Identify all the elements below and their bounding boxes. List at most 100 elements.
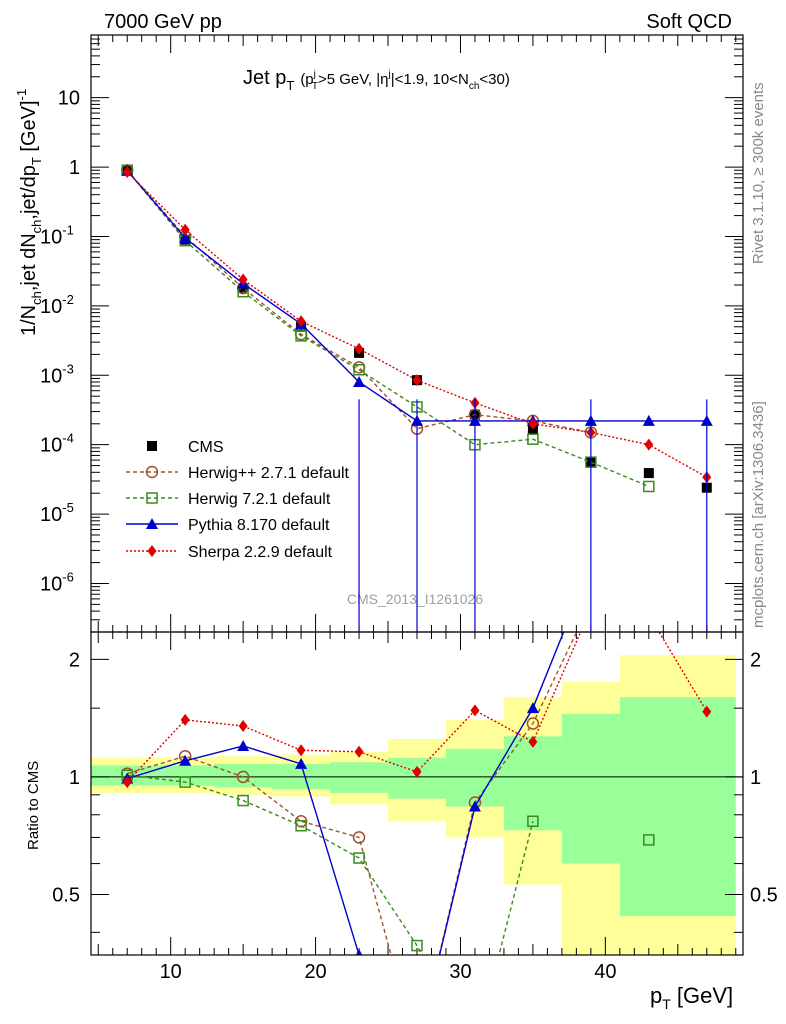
ytick-exp: -2	[62, 292, 74, 307]
ratio-point-pythia	[237, 740, 250, 752]
ylabel-2-sub: ch	[29, 220, 44, 234]
ratio-ytick-label-right: 0.5	[750, 885, 778, 907]
series-line-herwig7	[126, 169, 650, 488]
title-cut-sup: j	[313, 69, 316, 80]
title-main-sub: T	[286, 78, 294, 93]
ratio-point-sherpa	[122, 776, 132, 789]
ratio-series-clipped	[120, 632, 712, 1024]
ratio-point-sherpa	[528, 735, 538, 748]
ytick-base: 10	[40, 573, 62, 595]
band-green	[677, 697, 736, 917]
plot-title: Jet pT (pj T>5 GeV, |ηj|<1.9, 10<Nch<30)	[243, 67, 510, 93]
ratio-series-herwig7	[121, 769, 655, 1024]
ratio-point-herwig7	[353, 852, 365, 864]
legend-label-herwigpp: Herwig++ 2.7.1 default	[188, 465, 350, 482]
xlabel-unit: [GeV]	[671, 983, 733, 1008]
ratio-point-pythia	[295, 757, 308, 769]
analysis-watermark: CMS_2013_I1261026	[347, 591, 483, 607]
ratio-bands	[91, 655, 743, 955]
main-ytick-label: 10-2	[40, 292, 74, 318]
band-group	[91, 655, 743, 955]
ylabel-3: ,jet/dp	[18, 165, 40, 219]
ratio-point-pythia	[526, 702, 539, 714]
point-pythia	[642, 414, 655, 426]
frames	[90, 34, 744, 956]
band-green	[503, 736, 562, 831]
ratio-ytick-label: 2	[69, 649, 80, 671]
ratio-yaxis-label: Ratio to CMS	[25, 761, 42, 850]
legend-marker-herwigpp	[145, 465, 159, 479]
ratio-point-herwig7	[527, 815, 539, 828]
mcplots-label: mcplots.cern.ch [arXiv:1306.3436]	[750, 401, 767, 628]
title-cut2: >5 GeV, |η	[318, 71, 388, 88]
ylabel-1-sub: ch	[29, 291, 44, 305]
ratio-point-sherpa	[296, 744, 306, 757]
ratio-point-herwigpp	[352, 831, 366, 844]
legend-label-cms: CMS	[188, 439, 224, 456]
ratio-series-sherpa	[122, 632, 712, 789]
series-line-sherpa	[126, 171, 708, 478]
band-green	[619, 697, 678, 917]
title-cut4: <30)	[479, 71, 509, 88]
point-pythia	[179, 232, 192, 244]
ytick-exp: -1	[62, 222, 74, 237]
ratio-line-pythia	[127, 632, 565, 955]
ratio-point-herwigpp	[526, 717, 540, 730]
band-green	[330, 762, 389, 793]
point-sherpa	[644, 438, 654, 451]
xlabel-p: p	[650, 983, 662, 1008]
xlabel-sub: T	[662, 996, 671, 1012]
band-green	[156, 765, 215, 786]
legend-label-pythia: Pythia 8.170 default	[188, 517, 330, 534]
legend-marker-pythia	[146, 518, 158, 529]
main-ytick-label: 10-6	[40, 569, 74, 595]
ytick-exp: -5	[62, 500, 74, 515]
ratio-point-sherpa	[702, 705, 712, 718]
ylabel-1: 1/N	[18, 305, 40, 336]
band-green	[214, 763, 273, 788]
ratio-point-sherpa	[354, 745, 364, 758]
ytick-base: 10	[40, 504, 62, 526]
point-sherpa	[354, 342, 364, 355]
main-yaxis-label: 1/Nch,jet dNch,jet/dpT [GeV]-1	[14, 89, 44, 336]
title-cut2-sup: j	[387, 69, 390, 80]
point-sherpa	[180, 223, 190, 236]
point-sherpa	[412, 374, 422, 387]
ratio-point-pythia	[468, 800, 481, 812]
point-herwig7	[643, 480, 655, 493]
ratio-point-pythia	[355, 949, 363, 955]
ratio-point-herwig7	[643, 834, 655, 846]
point-sherpa	[238, 273, 248, 286]
xtick-label: 10	[160, 961, 182, 983]
point-sherpa	[296, 315, 306, 328]
ytick-exp: -6	[62, 569, 74, 584]
ratio-point-pythia	[179, 754, 192, 766]
legend: CMS Herwig++ 2.7.1 default Herwig 7.2.1 de…	[126, 439, 350, 561]
ratio-line-herwigpp	[127, 632, 578, 955]
series-pythia	[121, 164, 713, 426]
ratio-series-herwigpp	[120, 632, 578, 955]
band-green	[388, 757, 446, 799]
legend-label-sherpa: Sherpa 2.2.9 default	[188, 544, 333, 561]
ylabel-4: [GeV]	[18, 100, 40, 157]
ratio-point-herwigpp	[236, 770, 250, 784]
point-pythia	[353, 376, 366, 388]
legend-marker-sherpa	[147, 545, 157, 557]
point-herwig7	[353, 364, 365, 376]
ratio-point-sherpa	[470, 704, 480, 717]
ytick-base: 10	[40, 365, 62, 387]
title-cut: (p	[300, 71, 313, 88]
main-ytick-label: 10-3	[40, 361, 74, 387]
ylabel-2: ,jet dN	[18, 233, 40, 291]
main-series-clipped	[120, 164, 713, 632]
main-ytick-label: 10-1	[40, 222, 74, 248]
xtick-label: 20	[304, 961, 326, 983]
ylabel-4-sup: -1	[14, 89, 29, 101]
ytick-exp: -4	[62, 431, 74, 446]
ratio-series	[120, 632, 712, 1024]
ratio-ytick-label-right: 2	[750, 649, 761, 671]
ratio-ytick-label: 0.5	[52, 885, 80, 907]
xtick-label: 40	[594, 961, 616, 983]
ratio-point-herwig7	[295, 819, 307, 832]
xtick-label: 30	[449, 961, 471, 983]
